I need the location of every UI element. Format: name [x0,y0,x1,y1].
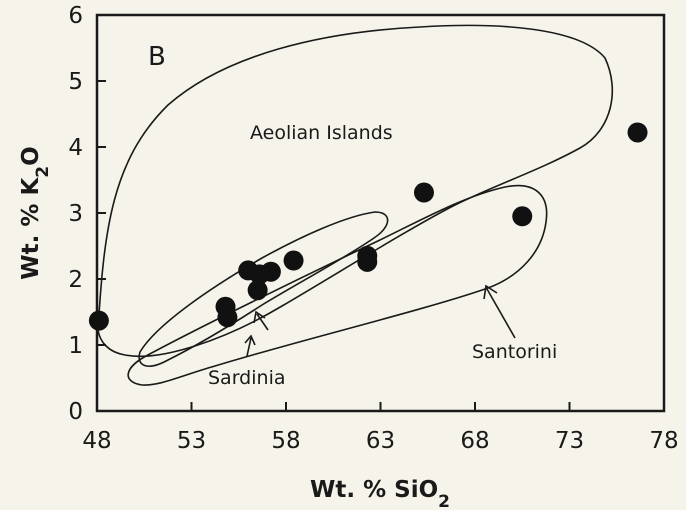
y-tick-label: 6 [68,3,83,29]
region-label-santorini: Santorini [472,341,557,363]
santorini-field [127,184,548,386]
santorini-arrow [483,284,516,339]
aeolian-islands-field [97,24,613,358]
sardinia-field [138,211,389,367]
region-label-sardinia: Sardinia [208,367,285,389]
y-tick-label: 3 [68,201,83,227]
x-tick-label: 53 [177,428,206,454]
y-tick-label: 0 [68,399,83,425]
panel-label: B [148,42,166,72]
data-point [260,261,281,282]
data-point [88,310,109,331]
y-tick-label: 5 [68,69,83,95]
data-point [413,182,434,203]
x-tick-label: 68 [460,428,489,454]
x-tick-label: 63 [366,428,395,454]
x-axis-ticks: 48 53 58 63 68 73 78 [82,402,679,454]
y-tick-label: 2 [68,267,83,293]
x-tick-label: 58 [271,428,300,454]
data-point [283,250,304,271]
sardinia-arrows [244,310,269,357]
y-axis-ticks: 0 1 2 3 4 5 6 [68,3,106,425]
data-point [512,206,533,227]
data-points [88,122,648,331]
data-point [217,307,238,328]
x-axis-title: Wt. % SiO2 [310,477,450,510]
region-label-aeolian-islands: Aeolian Islands [250,122,393,144]
data-point [247,280,268,301]
data-point [627,122,648,143]
y-tick-label: 1 [68,333,83,359]
y-tick-label: 4 [68,135,83,161]
y-axis-title: Wt. % K2O [18,146,53,279]
x-tick-label: 78 [649,428,678,454]
data-point [357,245,378,266]
x-tick-label: 73 [555,428,584,454]
x-tick-label: 48 [82,428,111,454]
